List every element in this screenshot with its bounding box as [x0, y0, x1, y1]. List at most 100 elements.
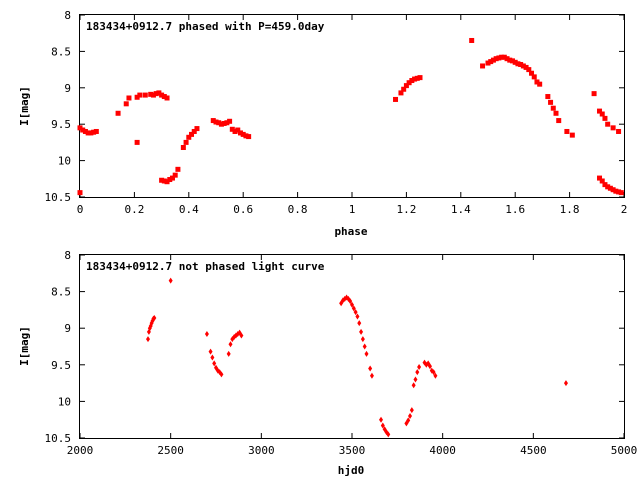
top-data-point [550, 105, 556, 111]
top-x-tick-label: 1.4 [451, 203, 471, 216]
bottom-data-point [386, 431, 391, 438]
top-data-point [490, 57, 496, 63]
top-x-tick-label: 2 [621, 203, 628, 216]
top-data-point [591, 91, 597, 97]
top-data-point [161, 178, 167, 184]
bottom-plot-xlabel: hjd0 [338, 464, 365, 477]
top-data-point [142, 92, 148, 98]
top-data-point [159, 177, 165, 183]
top-data-point [229, 126, 235, 132]
top-data-point [597, 108, 603, 114]
top-data-point [616, 189, 622, 195]
top-data-point [515, 61, 521, 67]
top-data-point [218, 121, 224, 127]
top-data-point [480, 63, 486, 69]
top-data-point [237, 130, 243, 136]
top-data-point [82, 128, 88, 134]
bottom-data-point [168, 277, 173, 284]
top-data-point [183, 139, 189, 145]
bottom-plot-title: 183434+0912.7 not phased light curve [86, 260, 325, 273]
bottom-plot-frame [79, 254, 625, 439]
bottom-y-tick-label: 10 [58, 395, 71, 408]
top-data-point [531, 74, 537, 80]
phased-light-curve-plot: 0 0.2 0.4 0.6 0.8 1 1.2 1.4 1.6 1.8 2 8 8.5 9 9.5 10 10.… [18, 9, 627, 238]
top-data-point [488, 59, 494, 65]
bottom-data-point [360, 336, 365, 343]
top-data-point [235, 127, 241, 133]
bottom-plot-ylabel: I[mag] [18, 326, 31, 366]
top-data-point [469, 37, 475, 43]
bottom-data-point [152, 314, 157, 321]
top-data-point [564, 128, 570, 134]
top-data-point [412, 76, 418, 82]
top-y-tick-label: 10 [58, 155, 71, 168]
bottom-x-tick-label: 2500 [157, 444, 184, 457]
bottom-data-point [408, 413, 413, 420]
top-data-point [393, 96, 399, 102]
bottom-data-point [357, 320, 362, 327]
top-x-tick-label: 1.8 [560, 203, 580, 216]
top-data-point [613, 188, 619, 194]
bottom-data-point [226, 350, 231, 357]
top-data-point [194, 126, 200, 132]
top-data-point [123, 101, 129, 107]
top-data-point [537, 81, 543, 87]
top-plot-ylabel: I[mag] [18, 86, 31, 126]
top-data-point [186, 134, 192, 140]
top-data-point [216, 120, 222, 126]
bottom-y-tick-label: 8 [64, 249, 71, 262]
top-data-point [148, 91, 154, 97]
top-data-point [191, 128, 197, 134]
top-x-tick-label: 1.6 [505, 203, 525, 216]
top-data-point [512, 59, 518, 65]
top-data-point [607, 185, 613, 191]
top-data-point [493, 56, 499, 62]
top-data-point [401, 86, 407, 92]
bottom-data-point [364, 350, 369, 357]
top-x-tick-label: 0.8 [288, 203, 308, 216]
top-data-point [80, 127, 86, 133]
unphased-light-curve-plot: 2000 2500 3000 3500 4000 4500 5000 8 8.5 9 9.5 10 10… [18, 249, 637, 477]
top-y-tick-label: 10.5 [45, 191, 72, 204]
top-data-point [91, 129, 97, 135]
bottom-plot-points [146, 277, 568, 438]
bottom-y-tick-label: 10.5 [45, 432, 72, 445]
bottom-data-point [415, 369, 420, 376]
bottom-data-point [380, 422, 385, 429]
top-data-point [180, 144, 186, 150]
top-data-point [602, 182, 608, 188]
bottom-x-tick-label: 2000 [67, 444, 94, 457]
top-data-point [605, 184, 611, 190]
top-x-tick-label: 1 [349, 203, 356, 216]
top-data-point [599, 178, 605, 184]
top-data-point [88, 130, 94, 136]
top-plot-ticks: 0 0.2 0.4 0.6 0.8 1 1.2 1.4 1.6 1.8 2 8 8.5 9 9.5 10 10.… [45, 9, 628, 216]
top-data-point [161, 94, 167, 100]
top-y-tick-label: 8.5 [51, 45, 71, 58]
top-data-point [409, 78, 415, 84]
bottom-data-point [427, 363, 432, 370]
top-data-point [134, 139, 140, 145]
top-data-point [134, 94, 140, 100]
bottom-data-point [353, 309, 358, 316]
top-data-point [246, 134, 252, 140]
bottom-data-point [355, 313, 360, 320]
top-y-tick-label: 8 [64, 9, 71, 22]
top-data-point [499, 54, 505, 60]
bottom-data-point [411, 382, 416, 389]
top-plot-frame [79, 14, 625, 198]
top-data-point [534, 79, 540, 85]
top-data-point [398, 90, 404, 96]
bottom-data-point [409, 407, 414, 414]
bottom-data-point [362, 343, 367, 350]
bottom-data-point [350, 301, 354, 308]
top-data-point [164, 179, 170, 185]
top-data-point [605, 121, 611, 127]
bottom-data-point [212, 360, 217, 367]
top-data-point [167, 177, 173, 183]
top-data-point [553, 110, 559, 116]
bottom-data-point [379, 416, 384, 423]
top-data-point [210, 118, 216, 124]
bottom-x-tick-label: 4500 [520, 444, 547, 457]
top-data-point [526, 67, 532, 73]
